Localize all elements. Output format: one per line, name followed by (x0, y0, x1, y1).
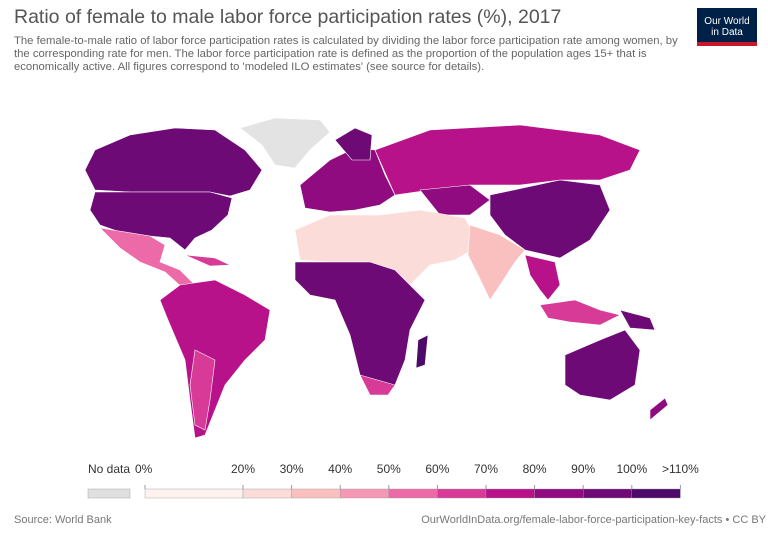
subtitle: The female-to-male ratio of labor force … (14, 35, 678, 74)
logo-line: in Data (711, 27, 743, 38)
legend-label: 100% (616, 462, 647, 476)
url[interactable]: OurWorldInData.org/female-labor-force-pa… (421, 514, 766, 526)
country (294, 261, 426, 393)
legend-label: 80% (523, 462, 547, 476)
legend-swatch (485, 488, 535, 499)
legend-label: 40% (328, 462, 352, 476)
country (159, 279, 271, 439)
country (419, 184, 491, 216)
country (467, 224, 526, 301)
legend-swatch (631, 488, 681, 499)
country (334, 127, 373, 161)
legend-label: 50% (377, 462, 401, 476)
legend-label: 30% (280, 462, 304, 476)
country (239, 117, 331, 169)
legend: No data 0% 20% 30% 40% 50% 60% 70% 80% 90% 100% >11… (87, 462, 699, 499)
legend-swatch (144, 488, 244, 499)
logo[interactable]: Our World in Data (697, 8, 757, 46)
legend-label: 90% (571, 462, 595, 476)
legend-label: No data (88, 462, 130, 476)
legend-swatch (291, 488, 341, 499)
country (564, 329, 641, 401)
legend-swatch (437, 488, 487, 499)
legend-label: >110% (662, 462, 699, 476)
legend-label: 20% (231, 462, 255, 476)
legend-swatch (388, 488, 438, 499)
legend-swatch (340, 488, 390, 499)
legend-swatch (583, 488, 633, 499)
country (374, 124, 641, 196)
legend-label: 70% (474, 462, 498, 476)
legend-label: 60% (425, 462, 449, 476)
country (359, 374, 396, 396)
country (84, 127, 263, 197)
country (184, 254, 231, 267)
legend-swatch (242, 488, 292, 499)
country (649, 397, 669, 421)
country (489, 179, 611, 259)
country (539, 299, 621, 326)
country (89, 191, 233, 251)
country (524, 254, 561, 301)
countries (84, 117, 669, 439)
title: Ratio of female to male labor force part… (14, 6, 562, 28)
country (619, 309, 656, 331)
legend-swatch (534, 488, 584, 499)
country (189, 349, 216, 431)
legend-label: 0% (135, 462, 153, 476)
legend-swatch (87, 488, 131, 499)
source: Source: World Bank (14, 514, 112, 526)
country (415, 334, 429, 369)
logo-line: Our World (704, 16, 750, 27)
